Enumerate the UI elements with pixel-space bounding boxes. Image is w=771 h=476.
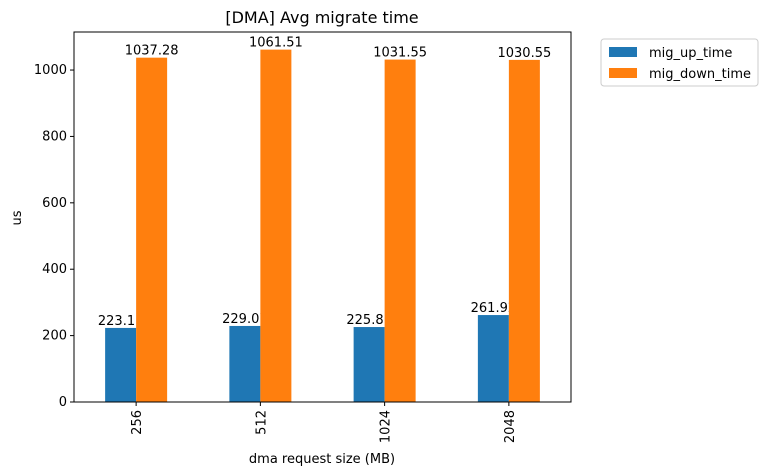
legend-box (600, 38, 759, 87)
data-label-mig_down_time-2048: 1030.55 (497, 46, 551, 61)
y-tick-label-0: 0 (59, 395, 67, 410)
data-label-mig_up_time-2048: 261.92 (471, 301, 517, 316)
plot-area: 223.11 229.07 225.81 261.92 1037.28 1061.51 10… (34, 31, 572, 443)
y-tick-label-800: 800 (42, 129, 67, 144)
y-axis-label: us (10, 210, 25, 225)
legend-label-mig_down_time: mig_down_time (649, 67, 751, 82)
chart-title: [DMA] Avg migrate time (225, 8, 418, 27)
x-tick-label-2048: 2048 (503, 410, 518, 443)
bar-mig_up_time-256 (105, 327, 137, 402)
y-tick-label-200: 200 (42, 329, 67, 344)
bar-mig_up_time-1024 (353, 327, 385, 402)
data-label-mig_down_time-512: 1061.51 (249, 36, 303, 51)
y-tick-label-1000: 1000 (34, 63, 67, 78)
data-label-mig_up_time-512: 229.07 (222, 312, 268, 327)
legend-swatch-mig_up_time (609, 47, 637, 57)
data-label-mig_down_time-1024: 1031.55 (373, 46, 427, 61)
bar-mig_down_time-2048 (508, 59, 540, 403)
bar-mig_up_time-2048 (477, 315, 509, 402)
x-axis-label: dma request size (MB) (249, 452, 395, 467)
legend: mig_up_time mig_down_time (600, 38, 759, 87)
y-tick-label-400: 400 (42, 262, 67, 277)
bar-mig_down_time-256 (136, 57, 168, 403)
x-tick-label-1024: 1024 (379, 410, 394, 443)
bar-mig_down_time-1024 (384, 59, 416, 402)
legend-swatch-mig_down_time (609, 68, 637, 78)
x-tick-label-512: 512 (254, 410, 269, 435)
x-tick-label-256: 256 (130, 410, 145, 435)
axes-frame (73, 31, 572, 403)
bar-mig_up_time-512 (229, 325, 261, 402)
data-label-mig_up_time-1024: 225.81 (346, 313, 392, 328)
data-label-mig_down_time-256: 1037.28 (125, 44, 179, 59)
legend-label-mig_up_time: mig_up_time (649, 46, 732, 61)
data-label-mig_up_time-256: 223.11 (98, 314, 144, 329)
y-tick-label-600: 600 (42, 196, 67, 211)
bar-mig_down_time-512 (260, 49, 292, 403)
